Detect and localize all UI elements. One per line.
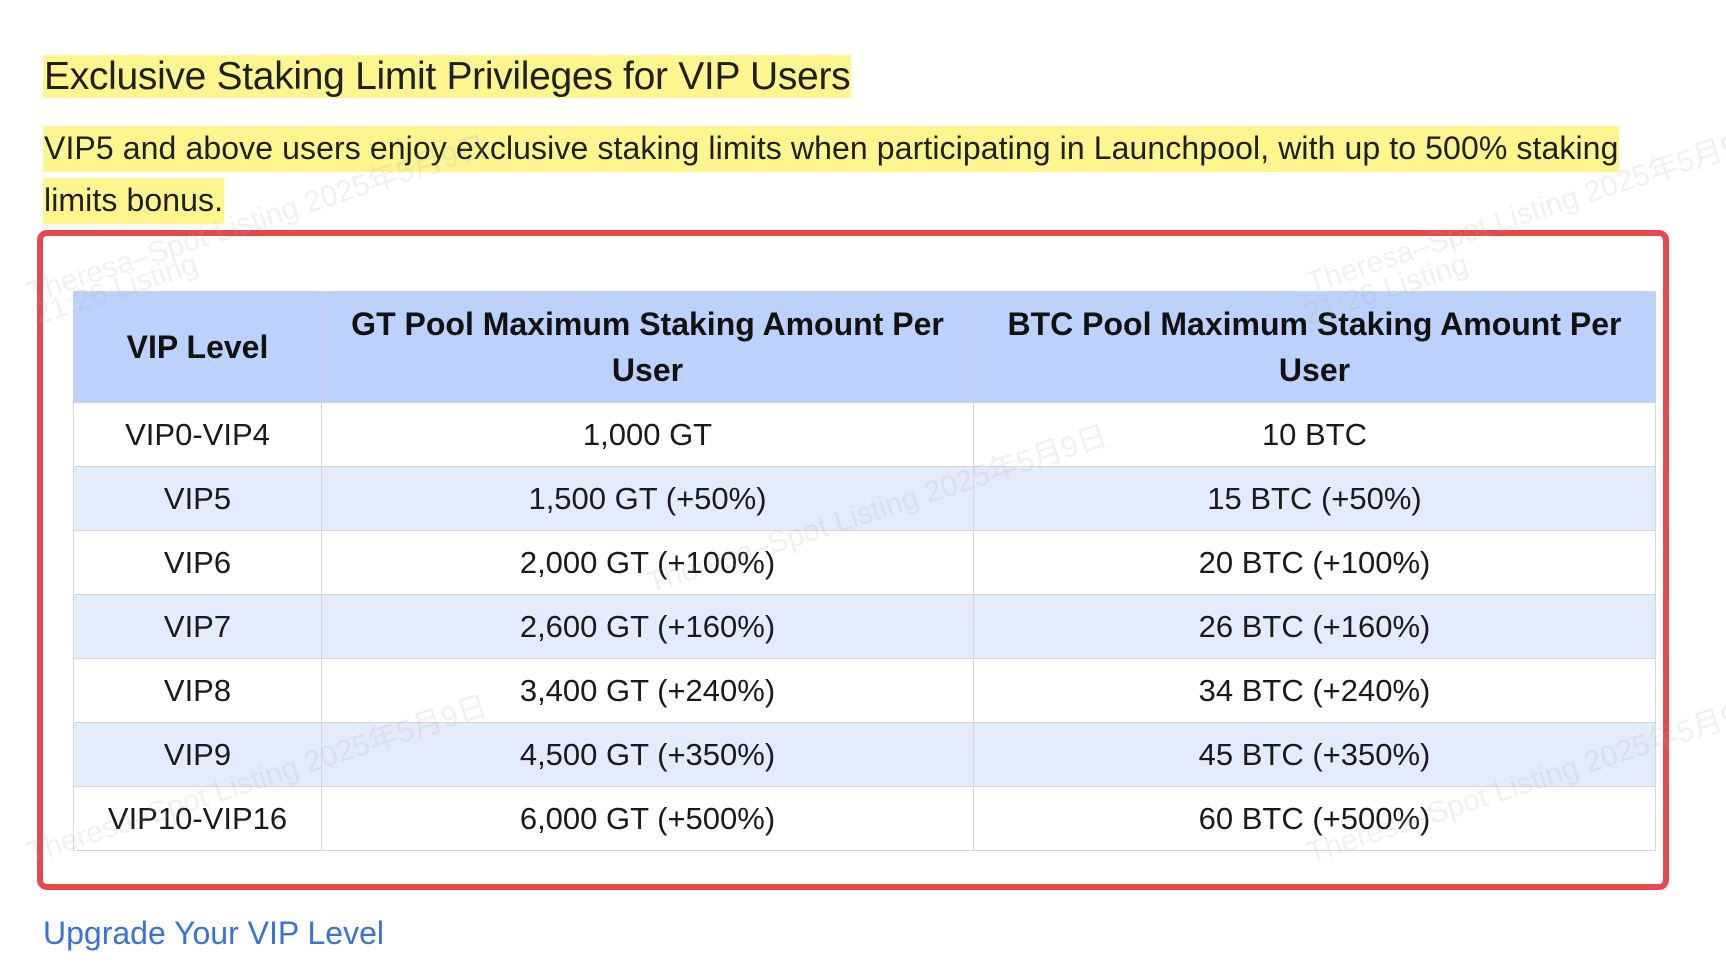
cell-gt-amount: 6,000 GT (+500%) bbox=[321, 786, 974, 851]
vip-staking-table: VIP Level GT Pool Maximum Staking Amount… bbox=[73, 291, 1656, 851]
table-header-row: VIP Level GT Pool Maximum Staking Amount… bbox=[73, 291, 1656, 403]
cell-vip-level: VIP6 bbox=[73, 530, 322, 595]
cell-vip-level: VIP7 bbox=[73, 594, 322, 659]
cell-btc-amount: 20 BTC (+100%) bbox=[973, 530, 1656, 595]
table-row: VIP0-VIP4 1,000 GT 10 BTC bbox=[73, 402, 1656, 467]
cell-gt-amount: 1,500 GT (+50%) bbox=[321, 466, 974, 531]
cell-vip-level: VIP9 bbox=[73, 722, 322, 787]
cell-vip-level: VIP10-VIP16 bbox=[73, 786, 322, 851]
table-row: VIP10-VIP16 6,000 GT (+500%) 60 BTC (+50… bbox=[73, 786, 1656, 851]
table-row: VIP9 4,500 GT (+350%) 45 BTC (+350%) bbox=[73, 722, 1656, 787]
cell-btc-amount: 15 BTC (+50%) bbox=[973, 466, 1656, 531]
highlighted-table-frame: VIP Level GT Pool Maximum Staking Amount… bbox=[37, 230, 1669, 890]
table-row: VIP6 2,000 GT (+100%) 20 BTC (+100%) bbox=[73, 530, 1656, 595]
section-heading: Exclusive Staking Limit Privileges for V… bbox=[43, 49, 852, 105]
cell-gt-amount: 1,000 GT bbox=[321, 402, 974, 467]
table-row: VIP8 3,400 GT (+240%) 34 BTC (+240%) bbox=[73, 658, 1656, 723]
cell-btc-amount: 45 BTC (+350%) bbox=[973, 722, 1656, 787]
header-btc-pool: BTC Pool Maximum Staking Amount Per User bbox=[973, 291, 1656, 403]
cell-btc-amount: 26 BTC (+160%) bbox=[973, 594, 1656, 659]
cell-gt-amount: 2,600 GT (+160%) bbox=[321, 594, 974, 659]
cell-gt-amount: 2,000 GT (+100%) bbox=[321, 530, 974, 595]
cell-btc-amount: 60 BTC (+500%) bbox=[973, 786, 1656, 851]
header-vip-level: VIP Level bbox=[73, 291, 322, 403]
cell-gt-amount: 3,400 GT (+240%) bbox=[321, 658, 974, 723]
intro-paragraph-text: VIP5 and above users enjoy exclusive sta… bbox=[43, 126, 1620, 224]
cell-gt-amount: 4,500 GT (+350%) bbox=[321, 722, 974, 787]
cell-vip-level: VIP0-VIP4 bbox=[73, 402, 322, 467]
cell-btc-amount: 34 BTC (+240%) bbox=[973, 658, 1656, 723]
table-row: VIP5 1,500 GT (+50%) 15 BTC (+50%) bbox=[73, 466, 1656, 531]
intro-paragraph: VIP5 and above users enjoy exclusive sta… bbox=[43, 122, 1683, 226]
cell-btc-amount: 10 BTC bbox=[973, 402, 1656, 467]
section-heading-text: Exclusive Staking Limit Privileges for V… bbox=[43, 55, 852, 98]
cell-vip-level: VIP8 bbox=[73, 658, 322, 723]
cell-vip-level: VIP5 bbox=[73, 466, 322, 531]
table-row: VIP7 2,600 GT (+160%) 26 BTC (+160%) bbox=[73, 594, 1656, 659]
header-gt-pool: GT Pool Maximum Staking Amount Per User bbox=[321, 291, 974, 403]
upgrade-vip-level-link[interactable]: Upgrade Your VIP Level bbox=[43, 915, 384, 951]
